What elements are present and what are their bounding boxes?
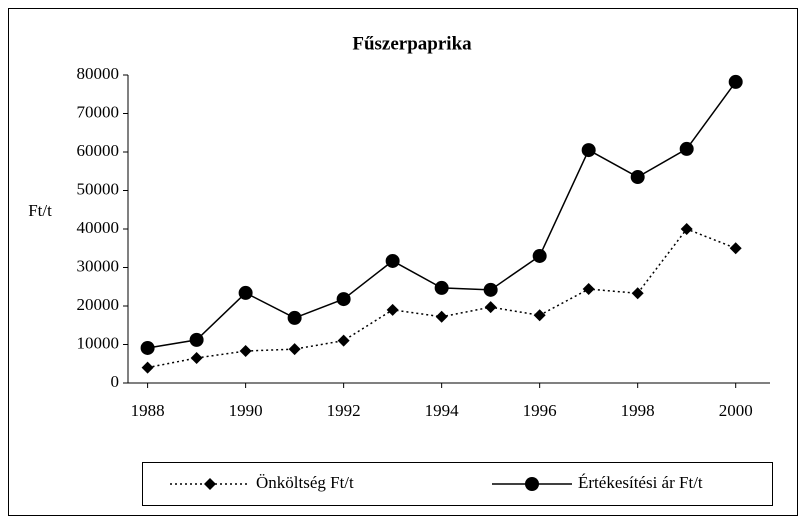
y-tick-label: 30000 xyxy=(77,256,120,275)
diamond-marker xyxy=(288,343,301,356)
circle-marker xyxy=(140,340,155,355)
legend-label: Értékesítési ár Ft/t xyxy=(578,473,703,492)
chart-frame xyxy=(8,8,798,516)
y-tick-label: 80000 xyxy=(77,64,120,83)
circle-marker xyxy=(630,170,645,185)
circle-marker xyxy=(385,253,400,268)
circle-marker xyxy=(728,74,743,89)
circle-marker xyxy=(336,292,351,307)
diamond-marker xyxy=(680,223,693,235)
chart-title: Fűszerpaprika xyxy=(352,33,472,54)
diamond-marker xyxy=(386,303,399,316)
y-tick-label: 60000 xyxy=(77,141,120,160)
x-tick-label: 1996 xyxy=(523,401,557,420)
circle-marker xyxy=(238,285,253,300)
circle-marker xyxy=(679,141,694,156)
circle-marker xyxy=(434,280,449,295)
y-tick-label: 50000 xyxy=(77,179,120,198)
y-tick-label: 20000 xyxy=(77,295,120,314)
diamond-marker xyxy=(190,351,203,364)
x-tick-label: 1988 xyxy=(131,401,165,420)
y-tick-label: 10000 xyxy=(77,333,120,352)
x-tick-label: 1990 xyxy=(229,401,263,420)
y-tick-label: 0 xyxy=(111,372,120,391)
circle-marker xyxy=(532,248,547,263)
diamond-marker xyxy=(337,334,350,347)
diamond-marker xyxy=(239,345,252,358)
circle-marker xyxy=(189,332,204,347)
circle-marker xyxy=(287,310,302,325)
diamond-marker xyxy=(729,242,742,255)
x-tick-label: 1994 xyxy=(425,401,460,420)
y-axis-label: Ft/t xyxy=(28,201,52,220)
diamond-marker xyxy=(435,310,448,323)
diamond-marker xyxy=(533,309,546,322)
diamond-marker xyxy=(582,283,595,296)
y-tick-label: 70000 xyxy=(77,102,120,121)
diamond-marker xyxy=(204,478,216,490)
x-tick-label: 2000 xyxy=(719,401,753,420)
circle-marker xyxy=(483,282,498,297)
legend-box xyxy=(142,462,773,506)
circle-marker xyxy=(525,477,539,491)
x-tick-label: 1998 xyxy=(621,401,655,420)
diamond-marker xyxy=(141,361,154,374)
diamond-marker xyxy=(631,287,644,300)
legend-label: Önköltség Ft/t xyxy=(256,473,354,492)
circle-marker xyxy=(581,143,596,158)
diamond-marker xyxy=(484,301,497,314)
x-tick-label: 1992 xyxy=(327,401,361,420)
y-tick-label: 40000 xyxy=(77,218,120,237)
